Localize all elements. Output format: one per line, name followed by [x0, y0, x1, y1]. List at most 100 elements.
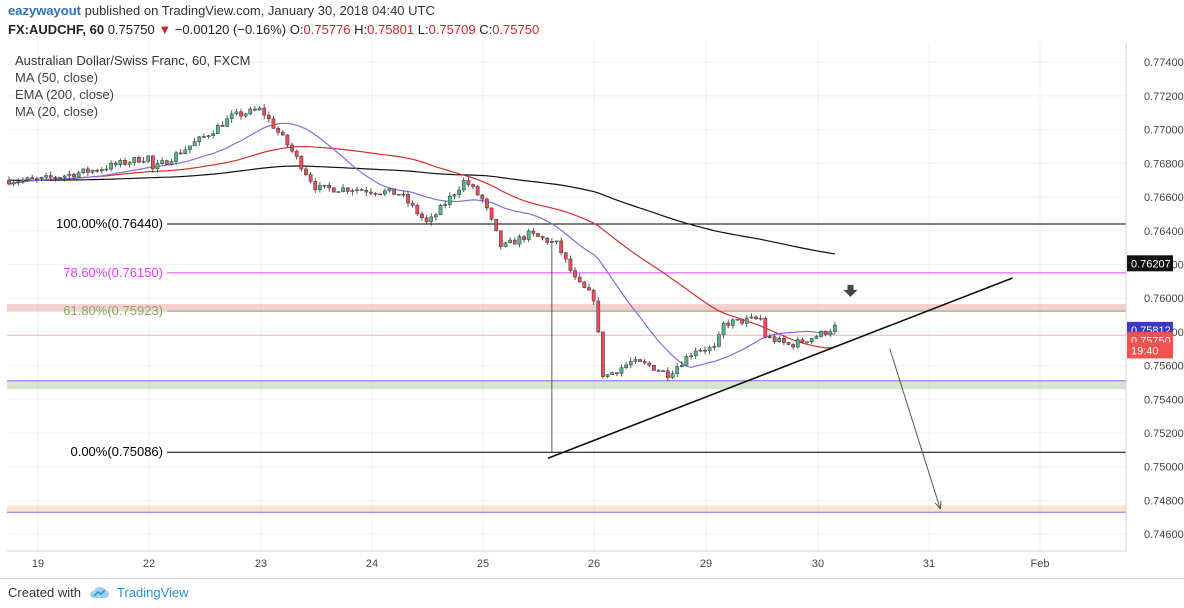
candle-body[interactable]: [415, 205, 420, 215]
candle-body[interactable]: [429, 216, 434, 222]
candle-body[interactable]: [155, 163, 160, 170]
candle-body[interactable]: [67, 173, 72, 177]
candle-body[interactable]: [596, 300, 601, 333]
candle-body[interactable]: [707, 347, 712, 351]
candle-body[interactable]: [693, 350, 698, 357]
candle-body[interactable]: [7, 179, 11, 185]
candle-body[interactable]: [730, 319, 735, 326]
candle-body[interactable]: [109, 162, 113, 170]
candle-body[interactable]: [271, 118, 276, 129]
candle-body[interactable]: [480, 194, 485, 200]
candle-body[interactable]: [318, 185, 322, 190]
candle-body[interactable]: [62, 175, 67, 178]
candle-body[interactable]: [183, 149, 188, 154]
legend-ma20[interactable]: MA (20, close): [15, 104, 99, 119]
candle-body[interactable]: [266, 114, 271, 120]
candle-body[interactable]: [76, 172, 81, 178]
candle-body[interactable]: [290, 144, 294, 152]
candle-body[interactable]: [373, 192, 378, 195]
candle-body[interactable]: [624, 364, 628, 368]
candle-body[interactable]: [763, 317, 768, 338]
candle-body[interactable]: [647, 362, 652, 366]
candle-body[interactable]: [758, 317, 763, 320]
candle-body[interactable]: [740, 318, 744, 324]
candle-body[interactable]: [11, 182, 16, 185]
candle-body[interactable]: [666, 370, 670, 378]
candle-body[interactable]: [118, 160, 123, 165]
candle-body[interactable]: [768, 336, 772, 338]
candle-body[interactable]: [638, 359, 642, 362]
candle-body[interactable]: [211, 133, 216, 136]
candle-body[interactable]: [387, 188, 392, 192]
candle-body[interactable]: [169, 161, 174, 165]
candle-body[interactable]: [610, 372, 615, 375]
candle-body[interactable]: [262, 107, 267, 116]
candle-body[interactable]: [331, 187, 336, 193]
candle-body[interactable]: [633, 359, 638, 362]
candle-body[interactable]: [322, 184, 327, 187]
candle-body[interactable]: [619, 367, 624, 374]
candle-body[interactable]: [614, 372, 619, 374]
candle-body[interactable]: [573, 270, 577, 278]
candle-body[interactable]: [160, 160, 164, 164]
candle-body[interactable]: [749, 316, 754, 319]
candle-body[interactable]: [536, 233, 540, 237]
candle-body[interactable]: [652, 364, 656, 371]
candle-body[interactable]: [828, 331, 833, 335]
candle-body[interactable]: [475, 186, 480, 196]
candle-body[interactable]: [587, 287, 591, 291]
ma20-line[interactable]: [8, 122, 835, 369]
candle-body[interactable]: [53, 177, 58, 179]
candle-body[interactable]: [494, 219, 499, 232]
candle-body[interactable]: [86, 168, 90, 173]
candle-body[interactable]: [164, 160, 169, 165]
candle-body[interactable]: [104, 168, 109, 171]
chart-svg[interactable]: 100.00%(0.76440) 78.60%(0.76150) 61.80%(0.…: [0, 42, 1184, 578]
candle-body[interactable]: [754, 316, 758, 319]
candle-body[interactable]: [833, 324, 837, 332]
candle-body[interactable]: [304, 168, 308, 175]
candle-body[interactable]: [48, 175, 53, 178]
candle-body[interactable]: [443, 204, 448, 206]
trendline[interactable]: [547, 277, 1013, 460]
candle-body[interactable]: [438, 205, 443, 216]
author-link[interactable]: eazywayout: [8, 3, 81, 18]
candle-body[interactable]: [591, 289, 596, 302]
candle-body[interactable]: [150, 155, 155, 170]
candle-body[interactable]: [457, 189, 461, 195]
candle-body[interactable]: [253, 108, 257, 111]
candle-body[interactable]: [285, 134, 290, 146]
candle-body[interactable]: [489, 207, 494, 220]
candle-body[interactable]: [345, 187, 350, 192]
candle-body[interactable]: [526, 230, 531, 240]
candle-body[interactable]: [512, 239, 517, 245]
candle-body[interactable]: [670, 373, 675, 378]
candle-body[interactable]: [178, 152, 183, 155]
candle-body[interactable]: [726, 322, 731, 326]
projection-arrow[interactable]: [889, 348, 941, 510]
candle-body[interactable]: [814, 336, 819, 339]
candle-body[interactable]: [819, 330, 823, 337]
candle-body[interactable]: [364, 190, 369, 193]
candle-body[interactable]: [197, 136, 202, 143]
candle-body[interactable]: [299, 156, 304, 170]
candle-body[interactable]: [21, 179, 25, 182]
candle-body[interactable]: [675, 366, 680, 374]
candle-body[interactable]: [545, 237, 550, 243]
candle-body[interactable]: [503, 242, 508, 247]
candle-body[interactable]: [90, 169, 95, 173]
candle-body[interactable]: [605, 374, 610, 377]
legend-ema200[interactable]: EMA (200, close): [15, 87, 114, 102]
candle-body[interactable]: [522, 236, 526, 240]
candle-body[interactable]: [661, 370, 666, 372]
candle-body[interactable]: [772, 336, 777, 343]
candle-body[interactable]: [257, 107, 262, 111]
candle-body[interactable]: [225, 118, 229, 127]
candle-body[interactable]: [656, 370, 661, 372]
candle-body[interactable]: [378, 193, 383, 196]
candle-body[interactable]: [113, 162, 118, 165]
candle-body[interactable]: [554, 240, 559, 243]
candle-body[interactable]: [44, 175, 48, 178]
candle-body[interactable]: [786, 342, 791, 345]
candle-body[interactable]: [215, 124, 220, 134]
